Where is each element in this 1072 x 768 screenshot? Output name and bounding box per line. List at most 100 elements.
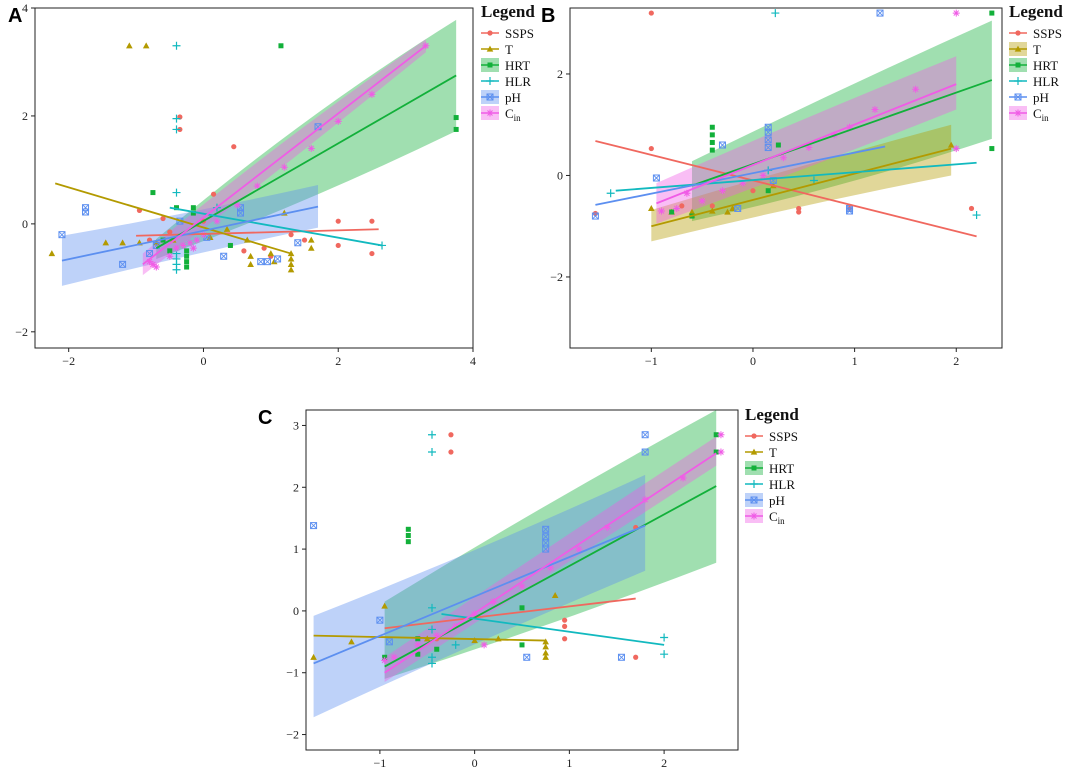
- panel-b-xtick-label: 0: [750, 354, 756, 368]
- panel-c-ytick-label: −1: [286, 666, 299, 680]
- panel-a-legend-label-ph: pH: [505, 90, 521, 105]
- panel-a-point-hrt-3: [150, 190, 156, 196]
- panel-c-point-cin-15: [480, 641, 488, 649]
- panel-a-point-cin-2: [149, 260, 157, 268]
- panel-b-point-hrt-2: [709, 124, 715, 130]
- panel-b-legend-key-cin: [1009, 106, 1027, 120]
- panel-a-fit-cin: [142, 45, 427, 266]
- panel-c-point-hrt-9: [519, 642, 525, 648]
- panel-c-ytick-label: −2: [286, 728, 299, 742]
- panel-c-point-t-1: [348, 638, 355, 645]
- panel-a-point-t-2: [48, 250, 56, 257]
- panel-b-point-ph-0: [876, 9, 884, 17]
- panel-b-ytick-label: −2: [550, 270, 563, 284]
- panel-c-point-cin-11: [575, 545, 583, 553]
- panel-a-legend-marker-t: [486, 45, 494, 52]
- panel-a-legend-key-hrt: [481, 58, 499, 72]
- panel-b-point-hlr-2: [606, 189, 615, 198]
- panel-b-point-cin-12: [871, 105, 879, 113]
- panel-a-point-hrt-1: [453, 115, 459, 121]
- panel-a-point-ph-10: [257, 258, 265, 266]
- panel-a-point-hlr-1: [172, 114, 181, 123]
- panel-a-point-ssps-13: [335, 218, 341, 224]
- panel-c-point-ssps-3: [562, 623, 568, 629]
- panel-a-legend-label-ssps: SSPS: [505, 26, 534, 41]
- panel-a-plot-area: [48, 19, 459, 286]
- panel-a-ytick-label: 4: [22, 1, 28, 15]
- panel-c-point-cin-2: [381, 656, 389, 664]
- panel-c-fit-t: [313, 634, 546, 642]
- panel-c-point-hrt-1: [405, 532, 411, 538]
- panel-a-point-ph-11: [263, 258, 271, 266]
- panel-a-point-cin-16: [368, 90, 376, 98]
- panel-a-legend-key-ph: [481, 90, 499, 104]
- panel-b-point-cin-5: [718, 187, 726, 195]
- panel-b-point-cin-3: [673, 204, 681, 212]
- panel-c-legend-marker-ssps: [751, 433, 757, 439]
- panel-c-legend-key-ssps: [745, 433, 763, 439]
- panel-c-legend-label-cin: Cin: [769, 509, 785, 526]
- panel-a-fit-hlr: [169, 206, 383, 247]
- panel-b-point-hrt-7: [765, 188, 771, 194]
- panel-b-legend-key-t: [1009, 42, 1027, 56]
- panel-a-point-ph-4: [146, 250, 154, 258]
- panel-a-point-cin-5: [173, 244, 181, 252]
- panel-b-point-hrt-4: [709, 139, 715, 145]
- panel-a-point-hlr-3: [172, 188, 181, 197]
- panel-c-point-hlr-3: [428, 625, 436, 634]
- panel-b-point-ssps-1: [648, 145, 654, 152]
- panel-c-fit-ph: [313, 524, 646, 665]
- panel-a-point-cin-3: [152, 263, 160, 271]
- panel-a-point-cin-13: [280, 163, 288, 171]
- panel-c-legend-marker-cin: [750, 512, 758, 520]
- panel-a-point-hlr-7: [172, 265, 181, 274]
- panel-a-legend-key-cin: [481, 106, 499, 120]
- panel-b-point-ph-5: [764, 128, 772, 136]
- panel-c-legend-label-hrt: HRT: [769, 461, 794, 476]
- panel-a-point-ssps-15: [335, 242, 341, 249]
- panel-c-point-ssps-1: [448, 449, 454, 455]
- panel-c-legend-marker-t: [750, 448, 758, 455]
- panel-b-xtick-label: −1: [645, 354, 658, 368]
- panel-c-legend-key-hrt: [745, 461, 763, 475]
- panel-c-legend-title: Legend: [745, 405, 799, 424]
- panel-a-point-ssps-12: [301, 237, 308, 243]
- panel-c-point-ph-0: [310, 522, 318, 530]
- panel-c-point-ph-9: [617, 653, 625, 661]
- panel-c-label: C: [258, 407, 272, 429]
- panel-b-point-t-7: [947, 141, 955, 148]
- panel-c-point-cin-5: [433, 632, 441, 640]
- panel-b-point-hrt-0: [989, 10, 995, 16]
- panel-a-fit-hrt: [155, 74, 457, 249]
- panel-a-point-t-19: [307, 236, 315, 243]
- panel-b-point-t-4: [724, 208, 731, 215]
- panel-c-point-ssps-0: [448, 432, 454, 438]
- panel-b-legend-label-t: T: [1033, 42, 1041, 57]
- panel-c-band-hrt: [384, 410, 717, 679]
- panel-c-legend-label-ssps: SSPS: [769, 429, 798, 444]
- panel-c-ytick-label: 1: [293, 542, 299, 556]
- panel-c-legend-key-t: [745, 448, 763, 455]
- panel-c-fit-ssps: [384, 597, 636, 630]
- panel-b-point-cin-7: [759, 171, 767, 179]
- panel-c-plot-area: [310, 410, 725, 718]
- panel-c-point-ssps-4: [562, 636, 568, 642]
- panel-a-legend-label-hlr: HLR: [505, 74, 531, 89]
- panel-b-legend-label-hlr: HLR: [1033, 74, 1059, 89]
- panel-c-legend-key-ph: [745, 493, 763, 507]
- panel-a-point-hrt-10: [184, 264, 190, 270]
- panel-a-legend-marker-cin: [486, 109, 494, 117]
- panel-a-point-hrt-6: [190, 205, 196, 211]
- panel-a-point-ssps-14: [369, 218, 375, 224]
- panel-a-legend-marker-hrt: [487, 62, 493, 68]
- panel-b-point-ssps-0: [648, 10, 654, 16]
- panel-b-xtick-label: 1: [852, 354, 858, 368]
- panel-a-point-t-20: [307, 244, 315, 251]
- panel-a-point-hrt-9: [184, 259, 190, 265]
- panel-b-point-cin-1: [952, 145, 960, 153]
- panel-a-fit-ph: [61, 205, 319, 262]
- panel-a-point-hrt-11: [227, 242, 233, 248]
